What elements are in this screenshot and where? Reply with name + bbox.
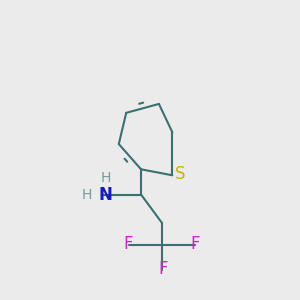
Text: N: N xyxy=(98,187,112,205)
Text: S: S xyxy=(176,165,186,183)
Text: F: F xyxy=(124,235,133,253)
Text: F: F xyxy=(158,260,167,278)
Text: F: F xyxy=(191,235,200,253)
Text: H: H xyxy=(100,171,111,185)
Text: H: H xyxy=(82,188,92,203)
